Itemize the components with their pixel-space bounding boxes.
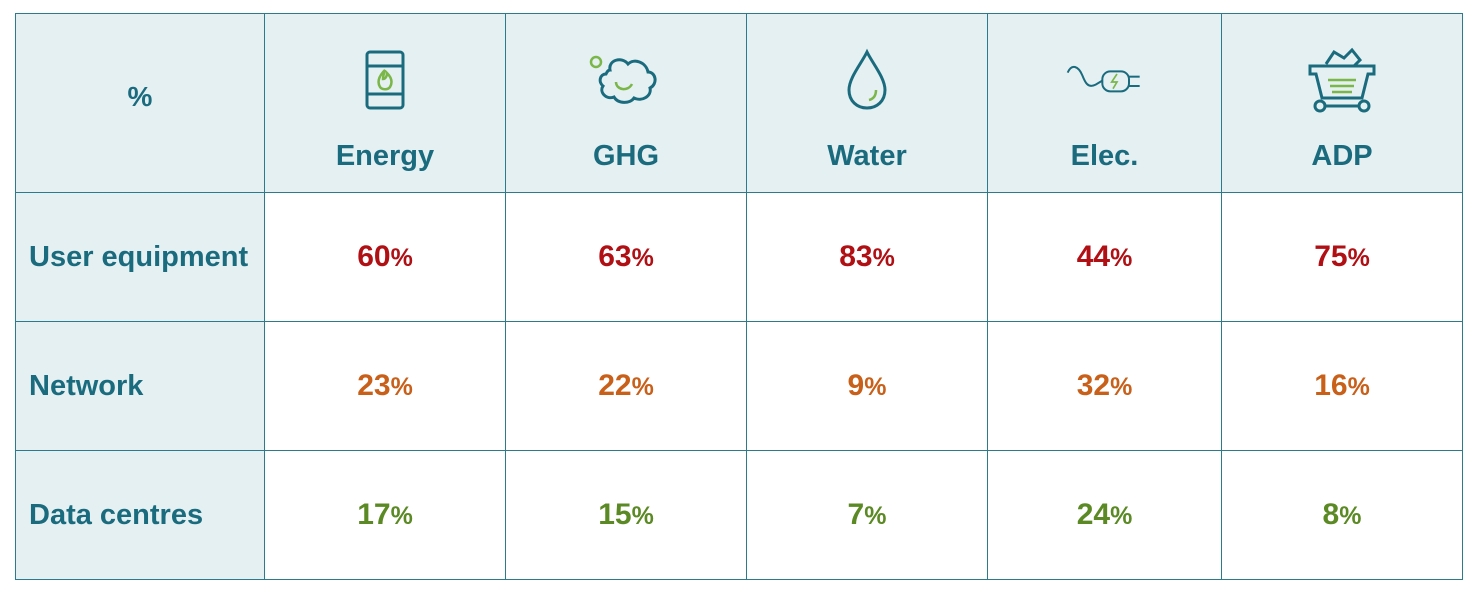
column-label-elec: Elec. [1070, 140, 1139, 172]
column-header-water: Water [746, 13, 988, 193]
value-number: 15 [598, 498, 632, 531]
value-unit: % [1347, 373, 1370, 401]
value-number: 9 [847, 369, 865, 402]
percent-header: % [127, 80, 153, 112]
row-label-network: Network [15, 321, 265, 451]
value-number: 7 [847, 498, 865, 531]
column-label-water: Water [827, 140, 907, 172]
value-cell: 8% [1221, 450, 1463, 580]
value-cell: 83% [746, 192, 988, 322]
value-number: 75 [1314, 240, 1348, 273]
column-header-elec: Elec. [987, 13, 1222, 193]
value-unit: % [864, 373, 887, 401]
value-cell: 23% [264, 321, 506, 451]
value-number: 17 [357, 498, 391, 531]
value-cell: 44% [987, 192, 1222, 322]
column-label-energy: Energy [335, 140, 435, 172]
value-number: 23 [357, 369, 391, 402]
header-row: % Energy [15, 13, 1463, 193]
value-cell: 63% [505, 192, 747, 322]
impact-table: % Energy [15, 13, 1463, 580]
value-cell: 24% [987, 450, 1222, 580]
value-cell: 75% [1221, 192, 1463, 322]
value-cell: 22% [505, 321, 747, 451]
row-label-data-centres: Data centres [15, 450, 265, 580]
value-number: 8 [1322, 498, 1340, 531]
value-unit: % [1110, 244, 1133, 272]
electric-plug-icon [1065, 46, 1145, 114]
value-number: 22 [598, 369, 632, 402]
column-label-ghg: GHG [592, 140, 660, 172]
value-number: 63 [598, 240, 632, 273]
value-unit: % [872, 244, 895, 272]
column-header-energy: Energy [264, 13, 506, 193]
value-number: 32 [1076, 369, 1111, 402]
value-unit: % [631, 373, 654, 401]
column-header-ghg: GHG [505, 13, 747, 193]
gas-cloud-icon [586, 46, 666, 114]
value-number: 60 [357, 240, 391, 273]
mining-cart-icon [1302, 46, 1382, 114]
value-cell: 7% [746, 450, 988, 580]
value-cell: 60% [264, 192, 506, 322]
value-unit: % [1110, 373, 1133, 401]
table-row: User equipment 60% 63% 83% 44% 75% [15, 192, 1463, 322]
row-label-user-equipment: User equipment [15, 192, 265, 322]
value-cell: 17% [264, 450, 506, 580]
value-unit: % [631, 502, 654, 530]
value-cell: 32% [987, 321, 1222, 451]
value-cell: 9% [746, 321, 988, 451]
column-header-adp: ADP [1221, 13, 1463, 193]
value-unit: % [390, 373, 413, 401]
value-unit: % [1339, 502, 1362, 530]
value-unit: % [631, 244, 654, 272]
value-unit: % [864, 502, 887, 530]
table-row: Data centres 17% 15% 7% 24% 8% [15, 450, 1463, 580]
value-unit: % [390, 502, 413, 530]
value-number: 83 [839, 240, 873, 273]
value-unit: % [390, 244, 413, 272]
value-number: 16 [1314, 369, 1348, 402]
impact-table-container: % Energy [15, 13, 1463, 580]
value-number: 24 [1076, 498, 1111, 531]
oil-barrel-flame-icon [345, 46, 425, 114]
water-drop-icon [827, 46, 907, 114]
value-cell: 16% [1221, 321, 1463, 451]
column-label-adp: ADP [1311, 140, 1373, 172]
value-unit: % [1347, 244, 1370, 272]
corner-header-cell: % [15, 13, 265, 193]
value-unit: % [1110, 502, 1133, 530]
value-number: 44 [1076, 240, 1111, 273]
value-cell: 15% [505, 450, 747, 580]
table-row: Network 23% 22% 9% 32% 16% [15, 321, 1463, 451]
